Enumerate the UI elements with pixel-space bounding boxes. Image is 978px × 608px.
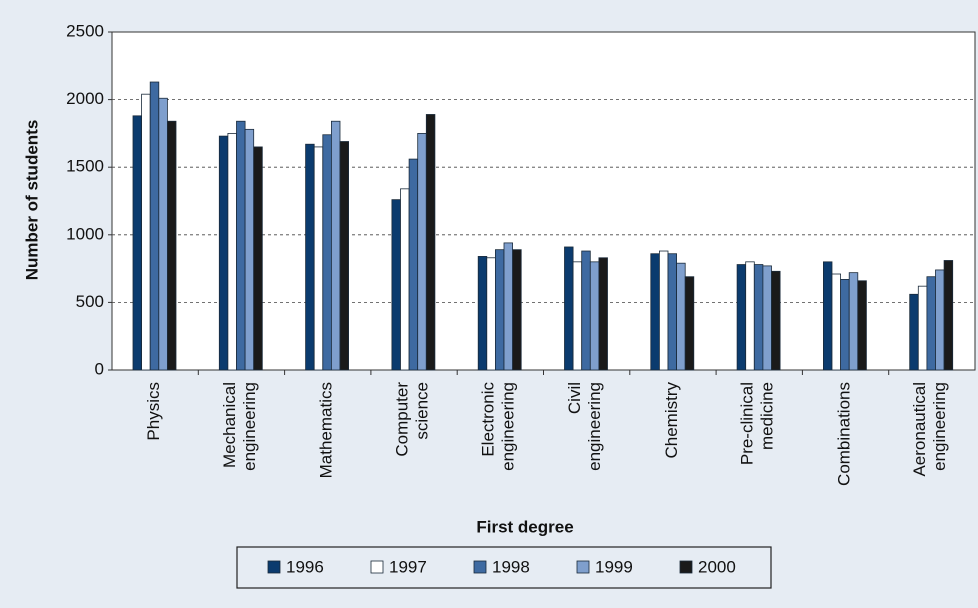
legend-label: 1997: [389, 557, 427, 576]
bar: [236, 120, 246, 371]
bar: [589, 261, 600, 371]
y-axis-label: Number of students: [22, 120, 41, 281]
bar: [486, 257, 496, 371]
y-tick-label: 2000: [66, 89, 104, 108]
bar: [684, 276, 695, 371]
bar: [848, 272, 859, 371]
bar: [753, 264, 764, 371]
bar: [218, 135, 229, 371]
legend-label: 1996: [286, 557, 324, 576]
x-axis-label: First degree: [476, 517, 573, 536]
legend-label: 1999: [595, 557, 633, 576]
legend-swatch: [370, 560, 384, 574]
bar: [831, 273, 842, 371]
bar: [503, 242, 514, 371]
bar: [917, 285, 928, 371]
bar: [650, 253, 660, 371]
bar: [943, 260, 954, 371]
bar: [857, 280, 867, 371]
x-tick-label: Mathematics: [317, 382, 336, 478]
bar: [736, 264, 747, 371]
bar: [598, 257, 608, 371]
legend-swatch: [576, 560, 590, 574]
y-tick-label: 500: [76, 292, 104, 311]
x-tick-label: Mechanicalengineering: [220, 382, 259, 471]
x-tick-label: Civilengineering: [565, 382, 604, 471]
bar: [676, 262, 686, 371]
bar: [166, 120, 177, 371]
bar: [132, 115, 143, 371]
bar: [564, 246, 574, 371]
bar: [158, 97, 168, 371]
y-tick-label: 1500: [66, 157, 104, 176]
bar: [305, 143, 315, 371]
bar: [339, 141, 350, 371]
bar: [400, 188, 410, 371]
bar: [477, 256, 488, 371]
bar: [572, 261, 583, 371]
bar: [935, 269, 945, 371]
bar: [581, 250, 591, 371]
x-tick-label: Electronicengineering: [479, 382, 518, 471]
bar: [330, 120, 341, 371]
bar: [417, 132, 427, 371]
legend-box: [236, 546, 772, 589]
bar: [823, 261, 833, 371]
legend-label: 2000: [698, 557, 736, 576]
bar: [494, 249, 505, 371]
legend-swatch: [679, 560, 693, 574]
bar: [909, 293, 919, 371]
x-tick-label: Combinations: [834, 382, 853, 486]
bar: [322, 134, 332, 371]
bar: [512, 249, 522, 371]
bar: [244, 128, 255, 371]
legend-label: 1998: [492, 557, 530, 576]
legend-swatch: [473, 560, 487, 574]
bar: [745, 261, 755, 371]
bar: [771, 270, 781, 371]
legend-swatch: [267, 560, 281, 574]
x-tick-label: Pre-clinicalmedicine: [738, 382, 777, 465]
x-tick-label: Aeronauticalengineering: [911, 382, 950, 477]
bar: [408, 158, 419, 371]
y-tick-label: 2500: [66, 21, 104, 40]
bar: [253, 146, 263, 371]
y-tick-label: 1000: [66, 224, 104, 243]
bar: [667, 253, 678, 371]
bar: [313, 146, 324, 371]
x-tick-label: Computerscience: [393, 382, 432, 457]
bar: [762, 265, 772, 371]
bar: [840, 279, 850, 371]
x-tick-label: Physics: [144, 382, 163, 441]
bar: [425, 114, 436, 371]
y-tick-label: 0: [95, 359, 104, 378]
bar: [926, 276, 936, 371]
bar: [141, 93, 151, 371]
bar: [149, 81, 160, 371]
bar: [227, 132, 237, 371]
bar: [391, 199, 401, 371]
x-tick-label: Chemistry: [662, 382, 681, 459]
bar: [659, 250, 669, 371]
